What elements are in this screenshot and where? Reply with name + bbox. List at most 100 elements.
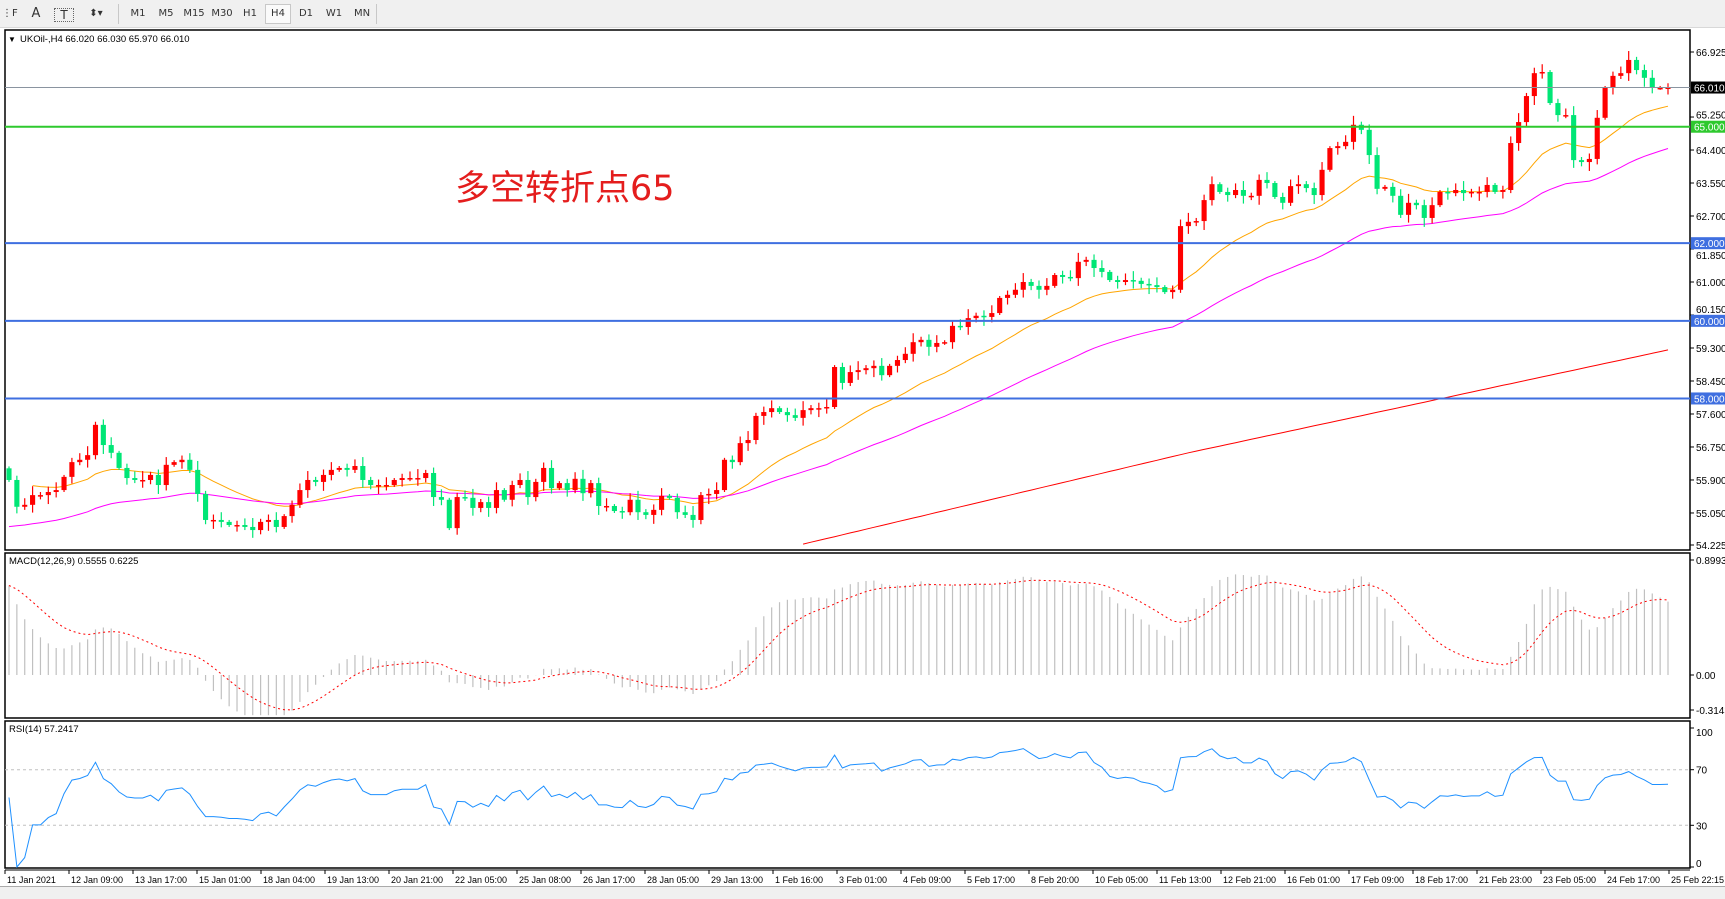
candle-body xyxy=(289,504,295,517)
candle xyxy=(643,509,649,520)
candle xyxy=(92,421,99,460)
timeframe-h1-button[interactable]: H1 xyxy=(243,8,257,19)
candle xyxy=(1366,124,1372,164)
time-axis-label: 16 Feb 01:00 xyxy=(1287,875,1340,885)
candle xyxy=(1516,113,1522,151)
candle xyxy=(1177,219,1184,293)
candle-body xyxy=(926,339,932,347)
timeframe-m15-button[interactable]: M15 xyxy=(183,8,205,19)
level-tag-label: 65.000 xyxy=(1694,123,1725,134)
candle-body xyxy=(210,519,216,522)
timeframe-h4-button[interactable]: H4 xyxy=(265,4,291,24)
candle xyxy=(1044,278,1050,296)
candle xyxy=(116,450,122,470)
candle xyxy=(163,457,169,491)
macd-axis-label: 0.8993 xyxy=(1696,556,1725,567)
timeframe-m30-button[interactable]: M30 xyxy=(211,8,233,19)
candle xyxy=(1185,212,1191,234)
candle-body xyxy=(1649,77,1655,88)
candle-body xyxy=(1107,271,1113,281)
time-axis-label: 13 Jan 17:00 xyxy=(135,875,187,885)
candle-body xyxy=(85,455,91,460)
candle-body xyxy=(942,342,948,344)
timeframe-w1-button[interactable]: W1 xyxy=(325,8,343,19)
candle xyxy=(383,477,389,491)
candle-body xyxy=(792,415,798,418)
candle xyxy=(431,467,437,506)
candle xyxy=(265,514,272,531)
candle xyxy=(85,446,91,468)
candle xyxy=(1484,177,1490,198)
candle-body xyxy=(1327,148,1333,170)
candle xyxy=(1555,98,1561,122)
time-axis-label: 15 Jan 01:00 xyxy=(199,875,251,885)
price-axis-label: 61.000 xyxy=(1696,278,1725,289)
candle-body xyxy=(1319,169,1325,196)
candle-body xyxy=(320,474,327,482)
text-icon[interactable]: A xyxy=(31,6,41,21)
candle-body xyxy=(1115,280,1121,283)
fibo-lines-icon[interactable]: ⋮F xyxy=(2,8,18,19)
candle xyxy=(179,455,185,469)
candle-body xyxy=(533,481,539,498)
timeframe-m5-button[interactable]: M5 xyxy=(158,8,174,19)
candle-body xyxy=(1398,195,1404,215)
text-label-icon[interactable]: T xyxy=(54,8,74,22)
candle xyxy=(368,476,374,490)
candle xyxy=(226,519,232,527)
candle xyxy=(37,492,44,500)
candle xyxy=(1060,270,1066,284)
candle xyxy=(949,321,956,349)
candle-body xyxy=(548,467,555,489)
candle-body xyxy=(37,495,44,497)
arrows-icon[interactable]: ⬍▾ xyxy=(89,8,103,19)
candle-body xyxy=(1209,184,1215,201)
candle xyxy=(1240,181,1246,204)
candle-body xyxy=(1138,280,1144,284)
candle-body xyxy=(1390,186,1396,196)
timeframe-mn-button[interactable]: MN xyxy=(353,8,371,19)
candle-body xyxy=(297,490,303,505)
candle xyxy=(1563,108,1569,119)
candle xyxy=(297,483,303,508)
candle-body xyxy=(1036,285,1042,290)
candle xyxy=(391,478,397,487)
time-axis-label: 10 Feb 05:00 xyxy=(1095,875,1148,885)
candle xyxy=(1421,199,1427,227)
candle-body xyxy=(855,370,861,373)
annotation-text[interactable]: 多空转折点65 xyxy=(455,169,675,209)
candle xyxy=(1335,141,1341,155)
candle-body xyxy=(957,325,963,328)
candle xyxy=(407,471,413,482)
candle-body xyxy=(698,495,704,520)
candle-body xyxy=(887,365,893,376)
candle xyxy=(879,358,885,381)
candle xyxy=(603,498,610,512)
candle xyxy=(258,518,264,535)
timeframe-m1-button[interactable]: M1 xyxy=(130,8,146,19)
candle-body xyxy=(446,499,452,529)
candle-body xyxy=(1311,188,1317,196)
candle xyxy=(659,488,665,516)
candle xyxy=(155,469,161,494)
candle-body xyxy=(611,505,617,512)
time-axis-label: 18 Feb 17:00 xyxy=(1415,875,1468,885)
candle xyxy=(1531,67,1537,105)
candle-body xyxy=(643,512,649,515)
time-axis-label: 5 Feb 17:00 xyxy=(967,875,1015,885)
candle-body xyxy=(1594,117,1600,159)
candle-body xyxy=(195,469,201,494)
candle xyxy=(1303,181,1309,193)
timeframe-d1-button[interactable]: D1 xyxy=(298,8,314,19)
candle xyxy=(729,455,735,469)
candle xyxy=(6,466,12,482)
candle-body xyxy=(1626,59,1632,74)
candle-body xyxy=(1201,200,1207,222)
candle-body xyxy=(596,483,602,506)
candle-body xyxy=(1083,259,1089,262)
candle-body xyxy=(187,459,193,470)
candle-body xyxy=(714,490,720,494)
candle xyxy=(1067,270,1074,282)
candle xyxy=(509,480,515,507)
